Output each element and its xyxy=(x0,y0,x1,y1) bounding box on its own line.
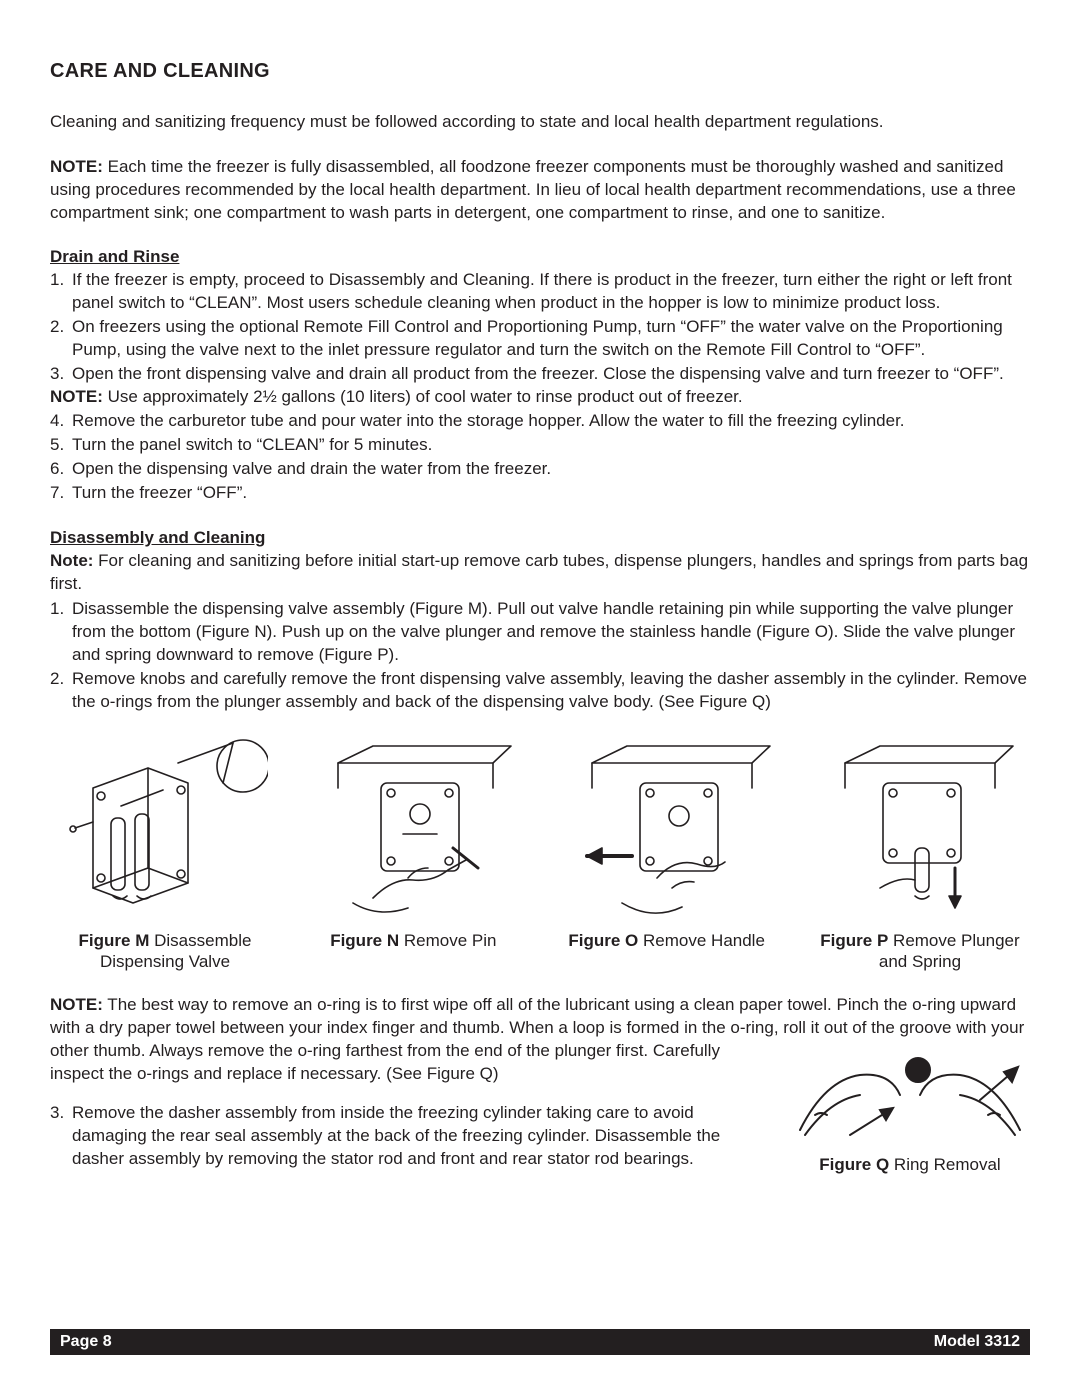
figure-n-caption: Figure N Remove Pin xyxy=(330,930,496,951)
note-text: For cleaning and sanitizing before initi… xyxy=(50,551,1028,593)
drain-inline-note: NOTE: Use approximately 2½ gallons (10 l… xyxy=(50,386,1030,409)
list-text: Turn the freezer “OFF”. xyxy=(72,482,1030,505)
figure-p-image xyxy=(825,728,1015,928)
list-num: 3. xyxy=(50,363,72,386)
list-num: 5. xyxy=(50,434,72,457)
figure-o: Figure O Remove Handle xyxy=(547,728,787,973)
list-text: Disassemble the dispensing valve assembl… xyxy=(72,598,1030,667)
page-footer: Page 8 Model 3312 xyxy=(50,1329,1030,1355)
figure-p-caption: Figure P Remove Plunger and Spring xyxy=(810,930,1030,973)
list-text: Turn the panel switch to “CLEAN” for 5 m… xyxy=(72,434,1030,457)
intro-text: Cleaning and sanitizing frequency must b… xyxy=(50,111,1030,134)
figure-m-caption: Figure M Disassemble Dispensing Valve xyxy=(50,930,280,973)
note-block-1: NOTE: Each time the freezer is fully dis… xyxy=(50,156,1030,225)
note-label: NOTE: xyxy=(50,387,103,406)
figure-n-image xyxy=(313,728,513,928)
page-heading: CARE AND CLEANING xyxy=(50,60,1030,83)
footer-page: Page 8 xyxy=(60,1333,112,1351)
list-num: 6. xyxy=(50,458,72,481)
note-block-2: NOTE: The best way to remove an o-ring i… xyxy=(50,994,1030,1171)
list-item: 3.Open the front dispensing valve and dr… xyxy=(50,363,1030,386)
footer-model: Model 3312 xyxy=(934,1333,1020,1351)
list-text: Open the dispensing valve and drain the … xyxy=(72,458,1030,481)
list-num: 1. xyxy=(50,269,72,315)
list-num: 7. xyxy=(50,482,72,505)
list-item: 4.Remove the carburetor tube and pour wa… xyxy=(50,410,1030,433)
note-label: NOTE: xyxy=(50,157,103,176)
drain-rinse-header: Drain and Rinse xyxy=(50,247,1030,267)
list-num: 4. xyxy=(50,410,72,433)
note-label: NOTE: xyxy=(50,995,103,1014)
list-text: Remove the carburetor tube and pour wate… xyxy=(72,410,1030,433)
list-item: 7.Turn the freezer “OFF”. xyxy=(50,482,1030,505)
figure-n: Figure N Remove Pin xyxy=(303,728,523,973)
figure-q-image xyxy=(790,1040,1030,1150)
list-num: 3. xyxy=(50,1102,72,1171)
list-item: 2.Remove knobs and carefully remove the … xyxy=(50,668,1030,714)
figure-o-caption: Figure O Remove Handle xyxy=(568,930,765,951)
drain-list: 1.If the freezer is empty, proceed to Di… xyxy=(50,269,1030,505)
figure-m: Figure M Disassemble Dispensing Valve xyxy=(50,728,280,973)
disassembly-header: Disassembly and Cleaning xyxy=(50,528,1030,548)
list-item: 1.Disassemble the dispensing valve assem… xyxy=(50,598,1030,667)
list-text: On freezers using the optional Remote Fi… xyxy=(72,316,1030,362)
list-text: Remove knobs and carefully remove the fr… xyxy=(72,668,1030,714)
list-text: Open the front dispensing valve and drai… xyxy=(72,363,1030,386)
disassembly-note: Note: For cleaning and sanitizing before… xyxy=(50,550,1030,596)
list-num: 2. xyxy=(50,316,72,362)
list-item: 1.If the freezer is empty, proceed to Di… xyxy=(50,269,1030,315)
list-item: 5.Turn the panel switch to “CLEAN” for 5… xyxy=(50,434,1030,457)
figure-o-image xyxy=(562,728,772,928)
figure-m-image xyxy=(63,728,268,928)
note-text: Use approximately 2½ gallons (10 liters)… xyxy=(103,387,743,406)
list-text: If the freezer is empty, proceed to Disa… xyxy=(72,269,1030,315)
figure-p: Figure P Remove Plunger and Spring xyxy=(810,728,1030,973)
note-text: Each time the freezer is fully disassemb… xyxy=(50,157,1016,222)
disassembly-list: 1.Disassemble the dispensing valve assem… xyxy=(50,598,1030,714)
list-text: Remove the dasher assembly from inside t… xyxy=(72,1102,772,1171)
list-item-3: 3. Remove the dasher assembly from insid… xyxy=(50,1102,774,1171)
list-item: 2.On freezers using the optional Remote … xyxy=(50,316,1030,362)
figures-row: Figure M Disassemble Dispensing Valve xyxy=(50,728,1030,973)
figure-q-caption: Figure Q Ring Removal xyxy=(790,1154,1030,1177)
note-label: Note: xyxy=(50,551,93,570)
figure-q: Figure Q Ring Removal xyxy=(790,1040,1030,1177)
list-num: 2. xyxy=(50,668,72,714)
list-item: 6.Open the dispensing valve and drain th… xyxy=(50,458,1030,481)
list-num: 1. xyxy=(50,598,72,667)
